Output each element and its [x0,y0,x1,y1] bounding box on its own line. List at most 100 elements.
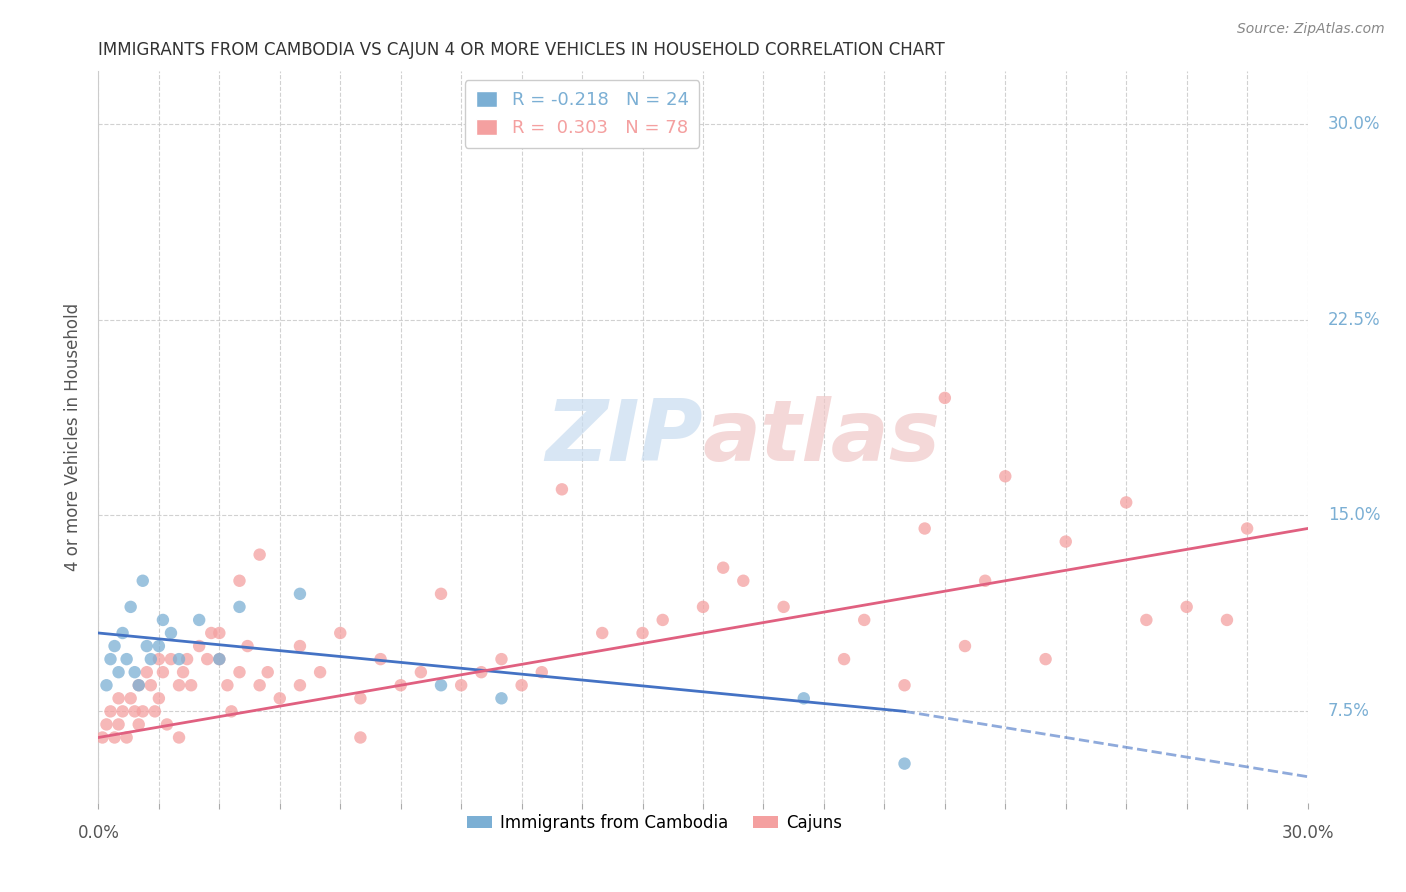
Text: 7.5%: 7.5% [1327,702,1369,721]
Text: Source: ZipAtlas.com: Source: ZipAtlas.com [1237,22,1385,37]
Point [288,639,311,653]
Point [249,548,271,562]
Point [188,613,211,627]
Point [100,705,122,719]
Point [128,678,150,692]
Text: 0.0%: 0.0% [77,823,120,842]
Point [160,652,183,666]
Point [269,691,291,706]
Point [1175,599,1198,614]
Point [430,587,453,601]
Text: ZIP: ZIP [546,395,703,479]
Point [152,665,174,680]
Text: IMMIGRANTS FROM CAMBODIA VS CAJUN 4 OR MORE VEHICLES IN HOUSEHOLD CORRELATION CH: IMMIGRANTS FROM CAMBODIA VS CAJUN 4 OR M… [98,41,945,59]
Point [256,665,278,680]
Point [793,691,815,706]
Point [148,652,170,666]
Point [208,652,231,666]
Point [128,717,150,731]
Point [103,639,125,653]
Text: 30.0%: 30.0% [1327,114,1381,133]
Point [733,574,755,588]
Point [100,652,122,666]
Point [195,652,218,666]
Point [208,626,231,640]
Point [107,717,129,731]
Point [221,705,243,719]
Point [409,665,432,680]
Point [309,665,332,680]
Point [551,483,574,497]
Point [124,665,146,680]
Point [236,639,259,653]
Point [349,691,371,706]
Text: 30.0%: 30.0% [1281,823,1334,842]
Point [288,678,311,692]
Point [1236,521,1258,535]
Point [132,574,155,588]
Point [450,678,472,692]
Point [167,652,190,666]
Point [152,613,174,627]
Point [288,587,311,601]
Point [651,613,673,627]
Point [148,639,170,653]
Point [994,469,1017,483]
Point [135,665,157,680]
Point [172,665,194,680]
Point [132,705,155,719]
Point [111,705,134,719]
Point [974,574,997,588]
Point [711,560,734,574]
Point [329,626,352,640]
Point [591,626,613,640]
Point [510,678,533,692]
Point [934,391,956,405]
Point [692,599,714,614]
Point [107,665,129,680]
Point [893,678,915,692]
Point [135,639,157,653]
Point [228,665,250,680]
Point [107,691,129,706]
Point [217,678,239,692]
Point [128,678,150,692]
Point [249,678,271,692]
Point [228,599,250,614]
Point [953,639,976,653]
Point [914,521,936,535]
Point [1135,613,1157,627]
Point [156,717,179,731]
Point [772,599,794,614]
Point [893,756,915,771]
Point [160,626,183,640]
Point [200,626,222,640]
Point [208,652,231,666]
Point [167,678,190,692]
Point [139,678,162,692]
Y-axis label: 4 or more Vehicles in Household: 4 or more Vehicles in Household [65,303,83,571]
Point [832,652,855,666]
Point [491,652,513,666]
Point [96,678,118,692]
Point [228,574,250,588]
Point [167,731,190,745]
Point [143,705,166,719]
Point [111,626,134,640]
Point [176,652,198,666]
Point [115,731,138,745]
Point [430,678,453,692]
Point [370,652,392,666]
Point [139,652,162,666]
Point [120,599,142,614]
Point [124,705,146,719]
Point [470,665,492,680]
Point [530,665,553,680]
Point [389,678,412,692]
Point [103,731,125,745]
Point [853,613,876,627]
Point [631,626,654,640]
Point [1035,652,1057,666]
Point [188,639,211,653]
Point [120,691,142,706]
